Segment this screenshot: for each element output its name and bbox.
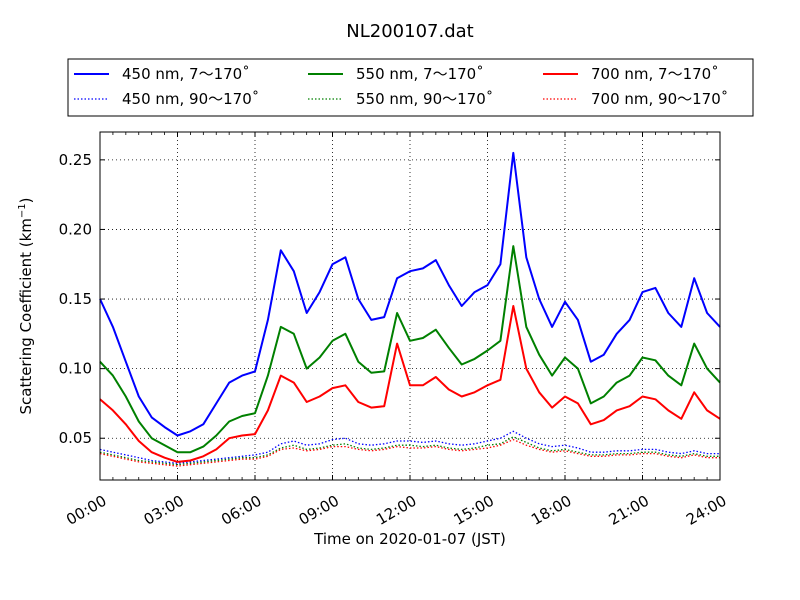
legend-item: 700 nm, 90～170˚ xyxy=(543,90,728,108)
grid xyxy=(100,132,720,480)
y-tick-label: 0.15 xyxy=(59,290,92,308)
legend-label: 700 nm, 7～170˚ xyxy=(591,65,719,83)
series-line-0 xyxy=(99,151,721,437)
y-tick-label: 0.25 xyxy=(59,151,92,169)
ticks xyxy=(99,132,721,480)
legend-label: 450 nm, 7～170˚ xyxy=(122,65,250,83)
series-line-2 xyxy=(99,245,721,454)
series-group xyxy=(99,151,721,467)
legend-item: 550 nm, 90～170˚ xyxy=(308,90,493,108)
legend-label: 450 nm, 90～170˚ xyxy=(122,90,259,108)
y-axis-label-text: Scattering Coefficient (km xyxy=(17,218,35,414)
y-axis-label: Scattering Coefficient (km−1) xyxy=(17,197,35,414)
y-tick-label: 0.20 xyxy=(59,220,92,238)
legend-box xyxy=(67,58,754,117)
y-tick-label: 0.10 xyxy=(59,360,92,378)
legend-label: 700 nm, 90～170˚ xyxy=(591,90,728,108)
x-axis-label: Time on 2020-01-07 (JST) xyxy=(313,530,506,548)
y-tick-labels: 0.05 0.10 0.15 0.20 0.25 xyxy=(59,151,92,447)
legend-item: 550 nm, 7～170˚ xyxy=(308,65,484,83)
plot-area xyxy=(100,132,720,480)
y-axis-label-close: ) xyxy=(17,197,35,203)
legend-item: 700 nm, 7～170˚ xyxy=(543,65,719,83)
chart-title: NL200107.dat xyxy=(346,21,473,42)
series-line-4 xyxy=(99,305,721,463)
legend: 450 nm, 7～170˚ 450 nm, 90～170˚ 550 nm, 7～1… xyxy=(67,58,754,117)
y-axis-label-exponent: −1 xyxy=(17,203,28,218)
legend-item: 450 nm, 7～170˚ xyxy=(74,65,250,83)
legend-label: 550 nm, 7～170˚ xyxy=(356,65,484,83)
legend-item: 450 nm, 90～170˚ xyxy=(74,90,259,108)
y-tick-label: 0.05 xyxy=(59,429,92,447)
series-line-3 xyxy=(99,436,720,466)
legend-label: 550 nm, 90～170˚ xyxy=(356,90,493,108)
series-line-5 xyxy=(99,438,720,467)
